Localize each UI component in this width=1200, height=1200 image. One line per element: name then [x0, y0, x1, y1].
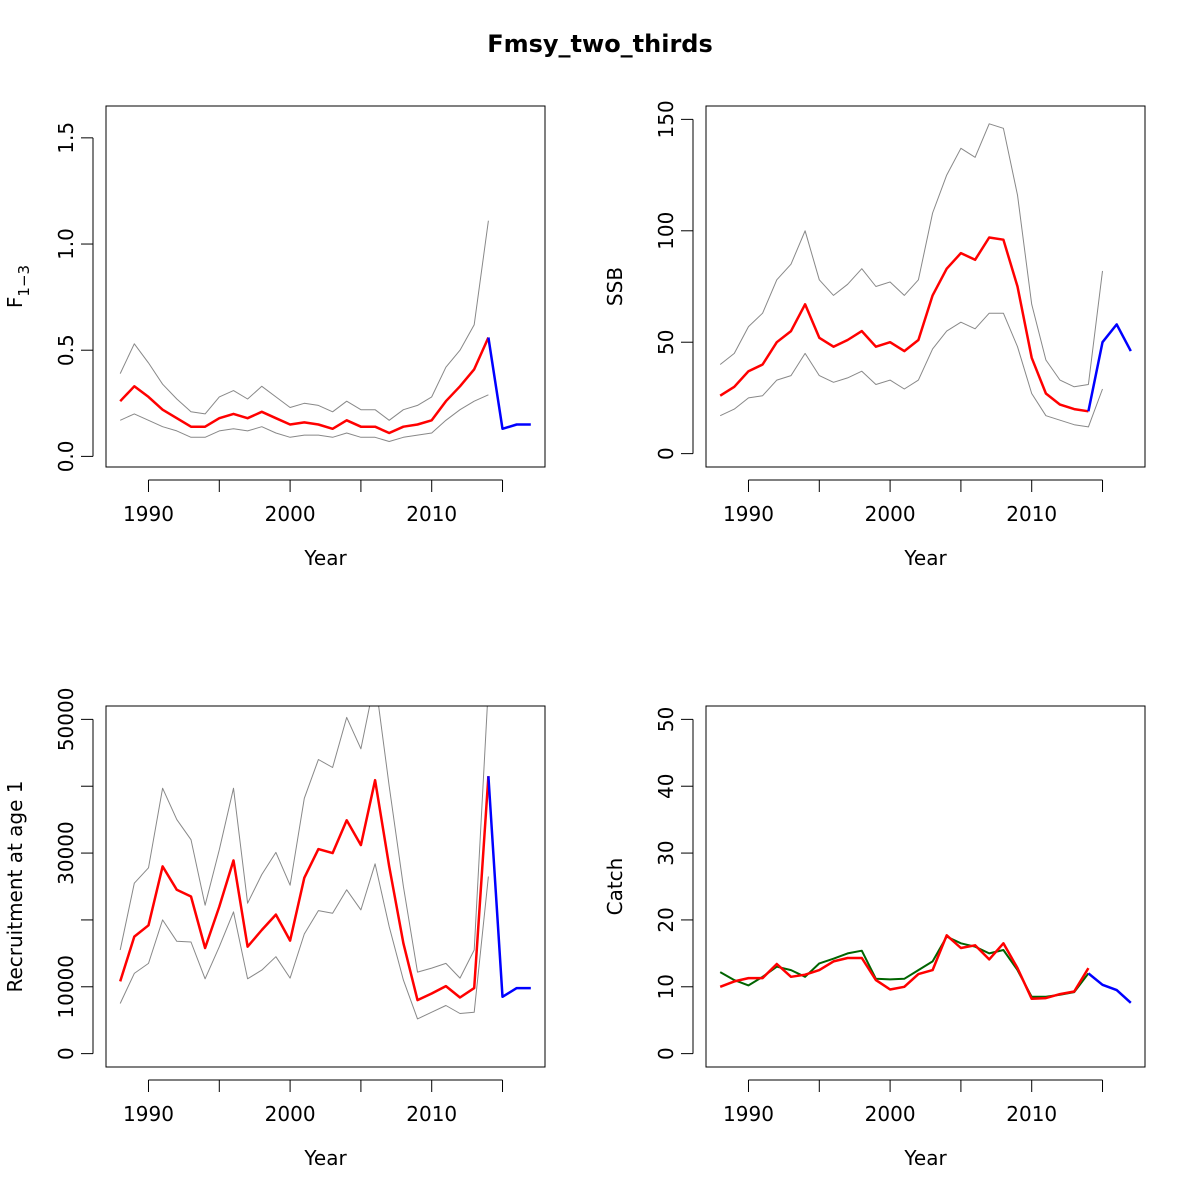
plot-frame: [105, 105, 546, 468]
x-axis-title: Year: [903, 1146, 947, 1170]
y-tick-label: 30000: [54, 821, 78, 885]
y-tick-label: 0.5: [54, 334, 78, 366]
series-line-lower: [119, 863, 489, 1020]
y-axis-title: Recruitment at age 1: [3, 780, 27, 992]
series-group: [119, 706, 531, 1020]
y-axis-title: Catch: [603, 858, 627, 916]
series-line-estimate: [119, 776, 490, 1002]
y-tick-label: 100: [654, 212, 678, 250]
y-tick-label: 150: [654, 100, 678, 138]
panel-2: 1990 2000 2010 0 50 100 150 Year SSB: [603, 100, 1146, 570]
y-tick-label: 0.0: [54, 440, 78, 472]
x-tick-label: 2000: [865, 1102, 916, 1126]
x-tick-label: 2000: [265, 1102, 316, 1126]
x-tick-label: 2010: [1006, 502, 1057, 526]
series-line-lower: [719, 312, 1103, 428]
x-tick-label: 2010: [1006, 1102, 1057, 1126]
y-tick-label: 0: [54, 1047, 78, 1060]
panel-4: 1990 2000 2010 0 10 20 30 40 50 Year Catch: [603, 705, 1146, 1170]
series-line-lower: [119, 394, 489, 442]
x-tick-label: 2010: [406, 502, 457, 526]
y-tick-label: 50: [654, 329, 678, 354]
y-tick-label: 50000: [54, 688, 78, 752]
series-line-upper: [719, 123, 1103, 388]
y-tick-label: 30: [654, 840, 678, 865]
x-tick-label: 1990: [723, 1102, 774, 1126]
x-tick-label: 2000: [865, 502, 916, 526]
series-line-estimate: [119, 336, 490, 435]
x-tick-label: 2000: [265, 502, 316, 526]
y-tick-label: 40: [654, 773, 678, 798]
series-line-estimate: [719, 236, 1089, 413]
panel-1: 1990 2000 2010 0.0 0.5 1.0 1.5 Year F1−3: [3, 105, 546, 570]
series-line-forecast: [487, 776, 531, 999]
series-group: [719, 934, 1132, 1004]
series-group: [119, 220, 531, 442]
y-tick-label: 50: [654, 707, 678, 732]
y-axis-title: F1−3: [3, 265, 33, 308]
y-tick-label: 20: [654, 907, 678, 932]
x-axis-title: Year: [303, 546, 347, 570]
x-tick-label: 1990: [123, 502, 174, 526]
x-tick-label: 2010: [406, 1102, 457, 1126]
x-tick-label: 1990: [123, 1102, 174, 1126]
y-tick-label: 0: [654, 447, 678, 460]
x-tick-label: 1990: [723, 502, 774, 526]
series-line-upper: [119, 706, 488, 979]
series-line-estimate: [719, 934, 1090, 1001]
x-axis-title: Year: [303, 1146, 347, 1170]
plot-frame: [705, 105, 1146, 468]
series-line-upper: [119, 220, 489, 421]
y-tick-label: 1.5: [54, 122, 78, 154]
series-line-forecast: [1087, 972, 1132, 1004]
plot-frame: [705, 705, 1146, 1068]
series-line-forecast: [487, 337, 531, 431]
y-axis-title: SSB: [603, 267, 627, 306]
plot-frame: [105, 705, 546, 1068]
y-tick-label: 10: [654, 974, 678, 999]
y-tick-label: 0: [654, 1047, 678, 1060]
y-tick-label: 10000: [54, 955, 78, 1019]
panel-3: 1990 2000 2010 0 10000 30000 50000 Year Recruitm…: [3, 688, 546, 1170]
y-tick-label: 1.0: [54, 228, 78, 260]
figure-title: Fmsy_two_thirds: [487, 30, 713, 58]
x-axis-title: Year: [903, 546, 947, 570]
series-group: [719, 123, 1132, 428]
series-line-forecast: [1087, 323, 1132, 412]
